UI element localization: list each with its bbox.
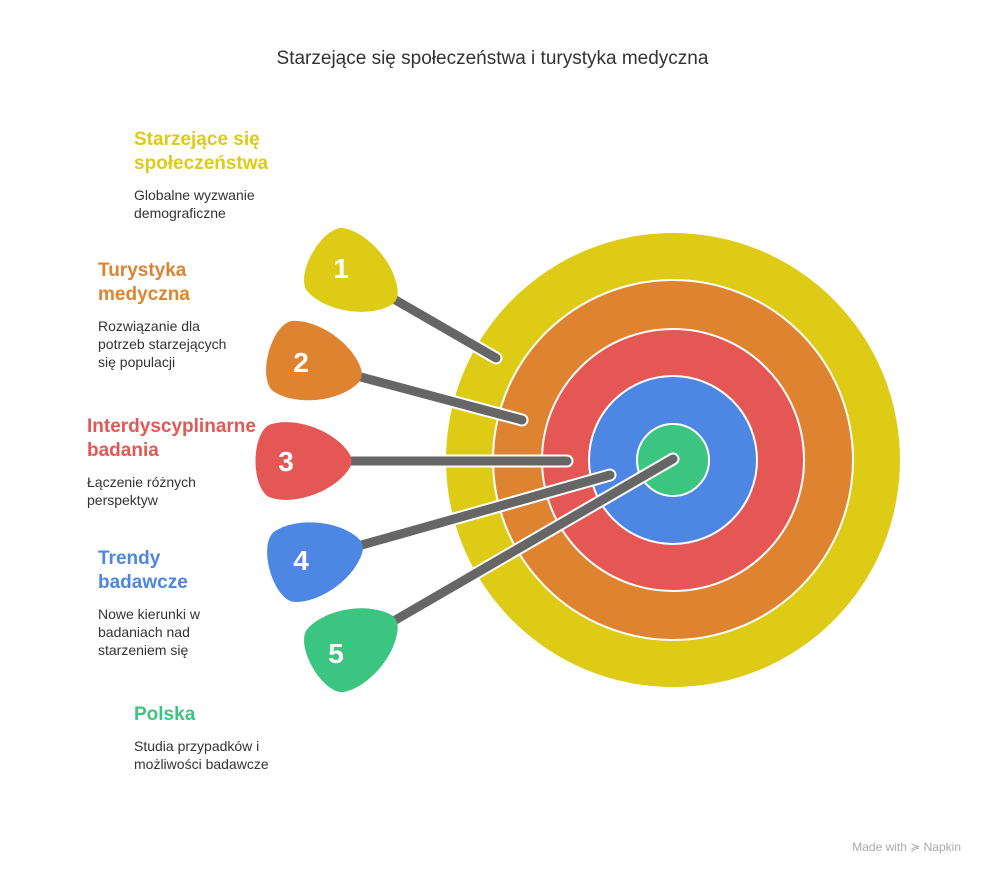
dart-3: 3 xyxy=(255,422,574,500)
dart-head xyxy=(266,321,362,401)
label-heading: Starzejące się społeczeństwa xyxy=(134,129,269,174)
dart-5: 5 xyxy=(304,452,680,693)
label-2: Turystyka medyczna Rozwiązanie dla potrz… xyxy=(98,259,226,371)
label-5: Polska Studia przypadków i możliwości ba… xyxy=(134,703,294,773)
label-description: Łączenie różnych perspektyw xyxy=(87,474,196,508)
dart-number: 4 xyxy=(293,545,309,576)
dart-head xyxy=(267,522,363,602)
label-heading: Trendy badawcze xyxy=(98,548,188,593)
dart-4: 4 xyxy=(267,468,617,602)
label-description: Globalne wyzwanie demograficzne xyxy=(134,187,255,221)
label-3: Interdyscyplinarne badania Łączenie różn… xyxy=(87,415,267,509)
label-1: Starzejące się społeczeństwa Globalne wy… xyxy=(134,128,314,222)
dart-number: 1 xyxy=(333,253,349,284)
dart-head xyxy=(255,422,352,500)
label-description: Studia przypadków i możliwości badawcze xyxy=(134,738,269,772)
dart-shaft xyxy=(352,371,527,425)
label-description: Rozwiązanie dla potrzeb starzejących się… xyxy=(98,318,227,370)
dart-1: 1 xyxy=(304,227,503,365)
dart-number: 2 xyxy=(293,347,309,378)
label-description: Nowe kierunki w badaniach nad starzeniem… xyxy=(98,606,200,658)
label-heading: Polska xyxy=(134,704,196,725)
dart-shaft xyxy=(387,293,501,363)
dart-head xyxy=(304,608,398,693)
page-title: Starzejące się społeczeństwa i turystyka… xyxy=(276,48,709,69)
dart-2: 2 xyxy=(266,321,529,427)
napkin-watermark: Made with ≽ Napkin xyxy=(852,840,961,854)
dart-number: 3 xyxy=(278,446,294,477)
label-heading: Turystyka medyczna xyxy=(98,260,190,305)
dart-shaft xyxy=(387,454,678,627)
dart-number: 5 xyxy=(328,638,344,669)
dart-head xyxy=(304,227,398,312)
dart-shaft xyxy=(353,470,615,551)
label-heading: Interdyscyplinarne badania xyxy=(87,416,256,461)
label-4: Trendy badawcze Nowe kierunki w badaniac… xyxy=(98,547,218,659)
